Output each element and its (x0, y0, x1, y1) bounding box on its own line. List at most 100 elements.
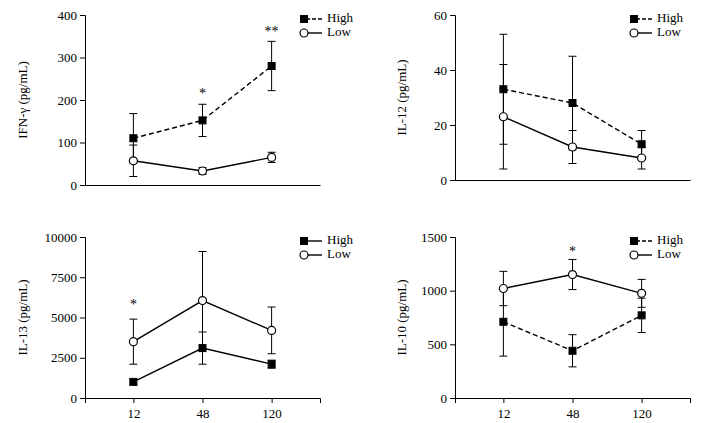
error-bar (499, 271, 507, 305)
axis-line (456, 399, 691, 404)
tick-label: 48 (197, 406, 210, 421)
tick: 5000 (51, 310, 85, 325)
tick: 120 (262, 398, 282, 421)
marker (268, 153, 276, 161)
tick: 0 (71, 391, 86, 406)
marker (199, 167, 207, 175)
tick-mark (80, 15, 85, 16)
marker (569, 347, 576, 354)
tick-label: 48 (567, 406, 580, 421)
tick: 60 (434, 8, 455, 23)
axis-line (80, 16, 86, 186)
tick-mark (450, 398, 455, 399)
axis-line (450, 16, 456, 181)
marker (569, 143, 577, 151)
tick-label: 0 (71, 391, 78, 406)
tick-label: 40 (434, 63, 447, 78)
tick-mark (450, 70, 455, 71)
error-bar (268, 41, 276, 90)
marker (638, 312, 645, 319)
marker (199, 345, 206, 352)
axis-line (456, 180, 691, 181)
tick: 200 (58, 93, 86, 108)
error-bar (569, 131, 577, 164)
panel: 0250050007500100001248120IL-13 (pg/mL)*H… (15, 230, 354, 421)
error-bar (569, 335, 577, 367)
tick-mark (80, 358, 85, 359)
marker (569, 271, 577, 279)
tick: 20 (434, 118, 455, 133)
tick-mark (503, 398, 504, 403)
axis-line (86, 399, 321, 404)
marker (129, 338, 137, 346)
marker (268, 63, 275, 70)
marker (130, 378, 137, 385)
tick: 40 (434, 63, 455, 78)
marker (500, 318, 507, 325)
panel: 0500100015001248120IL-10 (pg/mL)*HighLow (394, 230, 691, 421)
tick-label: 300 (58, 50, 78, 65)
tick-mark (80, 318, 85, 319)
error-bar (499, 65, 507, 170)
tick-mark (133, 398, 134, 403)
tick-label: 500 (428, 337, 448, 352)
tick: 400 (58, 8, 86, 23)
error-bar (569, 260, 577, 290)
legend-marker (301, 238, 308, 245)
y-axis: 025005000750010000 (45, 230, 86, 406)
annotation: * (199, 86, 206, 101)
error-bar (268, 360, 276, 368)
tick-mark (642, 398, 643, 403)
tick-label: 0 (71, 178, 78, 193)
legend-label: High (657, 10, 684, 25)
marker (638, 289, 646, 297)
legend-label: High (657, 232, 684, 247)
y-axis: 0 100 200 300 400 (58, 8, 86, 193)
marker (500, 86, 507, 93)
tick-label: 120 (632, 406, 652, 421)
tick-label: 12 (497, 406, 510, 421)
tick-mark (80, 398, 85, 399)
tick: 1000 (421, 283, 455, 298)
marker (268, 361, 275, 368)
series-line (133, 66, 271, 138)
legend-item: High (300, 10, 354, 25)
tick-mark (80, 185, 85, 186)
tick: 100 (58, 135, 86, 150)
panel: 0 20 40 60 IL-12 (pg/mL) HighLow (394, 8, 691, 188)
marker (130, 135, 137, 142)
tick-label: 2500 (51, 350, 77, 365)
error-bar (199, 251, 207, 349)
tick-label: 200 (58, 93, 78, 108)
error-bar (129, 145, 137, 176)
legend: HighLow (300, 232, 354, 261)
tick: 0 (441, 391, 456, 406)
panel: 0100200300400IFN-γ (pg/mL)***HighLow (15, 8, 354, 193)
y-axis: 0 20 40 60 (434, 8, 456, 188)
marker (638, 154, 646, 162)
tick: 0 (441, 173, 456, 188)
tick-label: 100 (58, 135, 78, 150)
marker (569, 100, 576, 107)
tick: 12 (497, 398, 510, 421)
legend-marker (630, 251, 638, 259)
figure: 0100200300400IFN-γ (pg/mL)***HighLow0204… (0, 0, 707, 423)
legend-label: High (327, 10, 354, 25)
tick-mark (203, 398, 204, 403)
legend-item: Low (630, 24, 681, 39)
legend: HighLow (300, 10, 354, 39)
tick: 500 (428, 337, 456, 352)
tick-mark (450, 291, 455, 292)
tick-mark (80, 143, 85, 144)
error-bar (268, 152, 276, 162)
legend-label: Low (657, 246, 681, 261)
marker (199, 117, 206, 124)
legend-item: Low (300, 24, 351, 39)
tick: 120 (632, 398, 652, 421)
legend: HighLow (630, 232, 684, 261)
marker (499, 285, 507, 293)
tick-mark (450, 237, 455, 238)
y-axis: 050010001500 (421, 230, 456, 406)
annotation: * (130, 297, 137, 312)
axis-title: IL-12 (pg/mL) (394, 59, 409, 135)
